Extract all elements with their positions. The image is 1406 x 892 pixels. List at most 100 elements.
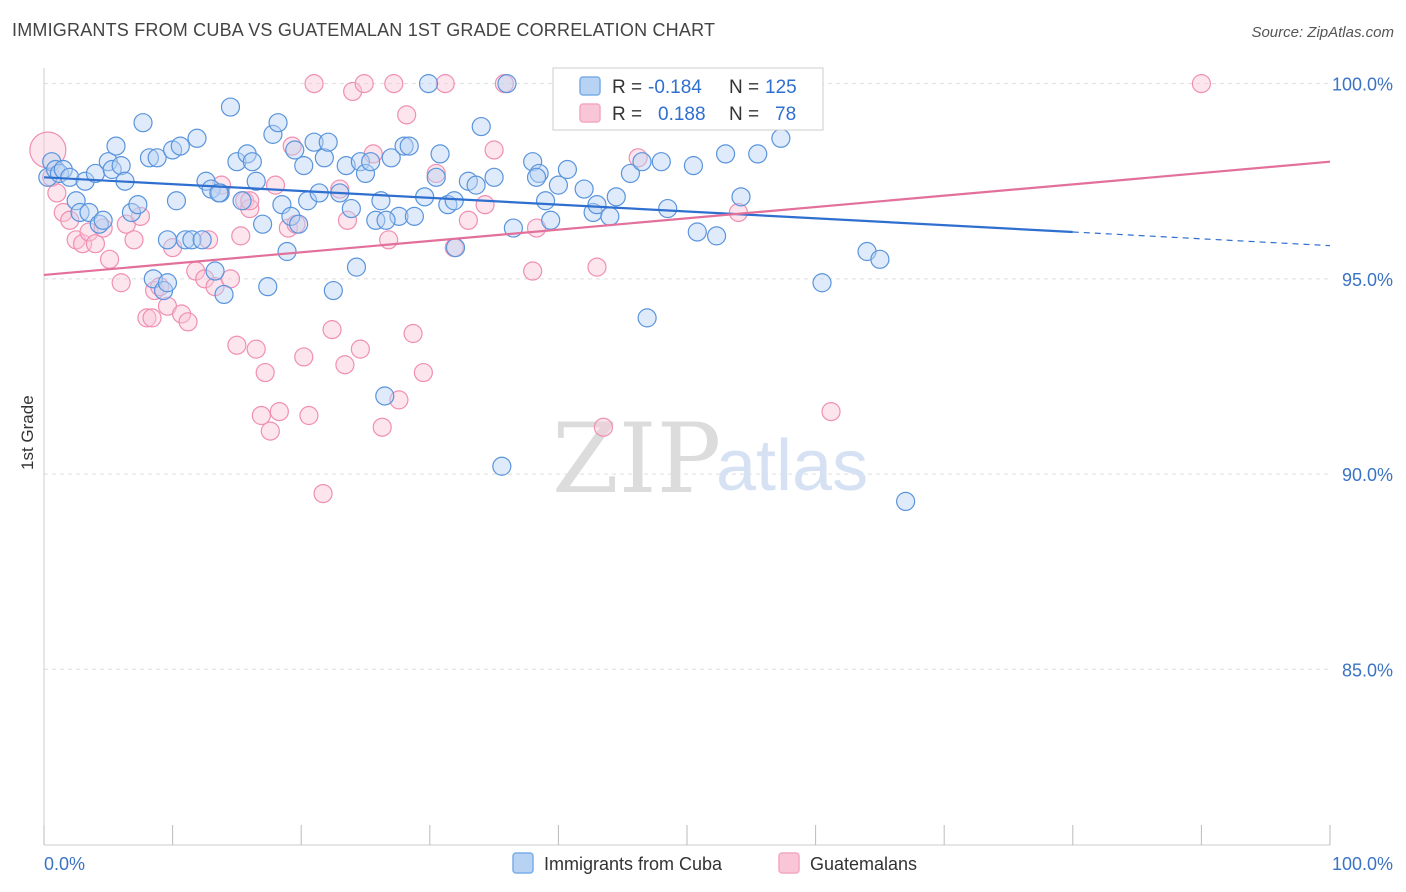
y-tick-label-0: 100.0%: [1332, 75, 1393, 95]
blue-point-98: [620, 163, 641, 184]
blue-point-64: [350, 152, 370, 172]
blue-point-23: [147, 148, 167, 168]
blue-point-109: [771, 128, 791, 148]
blue-point-59: [323, 280, 343, 301]
pink-point-7: [79, 222, 99, 242]
blue-point-102: [658, 198, 678, 219]
blue-point-80: [445, 238, 466, 258]
blue-point-18: [121, 202, 142, 223]
blue-point-65: [355, 163, 376, 184]
cuba-trend-line: [43, 176, 1073, 234]
pink-point-47: [335, 355, 355, 375]
pink-point-36: [265, 175, 286, 195]
blue-point-45: [258, 277, 278, 297]
blue-point-94: [574, 179, 594, 199]
pink-point-50: [354, 74, 374, 94]
trend-lines: [43, 160, 1331, 277]
blue-point-58: [318, 132, 338, 152]
blue-point-119: [600, 206, 620, 226]
y-tick-label-1: 95.0%: [1342, 270, 1393, 290]
x-tick-label-1: 100.0%: [1332, 854, 1393, 874]
pink-point-42: [299, 405, 319, 426]
pink-point-55: [389, 390, 409, 410]
blue-point-55: [304, 132, 324, 152]
blue-point-115: [157, 230, 178, 250]
blue-point-8: [75, 171, 95, 191]
pink-point-73: [821, 401, 841, 422]
pink-point-74: [1191, 74, 1212, 94]
blue-point-47: [268, 113, 288, 133]
blue-point-103: [683, 156, 704, 176]
blue-point-106: [715, 144, 736, 164]
blue-point-30: [182, 230, 202, 250]
pink-point-26: [211, 175, 232, 195]
blue-point-20: [133, 113, 153, 133]
pink-point-52: [372, 417, 392, 437]
blue-point-92: [548, 175, 569, 195]
blue-point-66: [361, 152, 381, 172]
blue-point-93: [557, 159, 578, 180]
blue-point-46: [263, 124, 283, 144]
pink-point-66: [523, 261, 543, 281]
blue-point-114: [526, 167, 547, 187]
pink-point-76: [142, 308, 162, 328]
cuba-points: [38, 74, 916, 512]
blue-point-37: [214, 284, 234, 305]
blue-point-31: [187, 128, 207, 148]
pink-point-8: [85, 234, 106, 254]
stats-blue-n-value: 125: [765, 77, 797, 98]
blue-point-100: [637, 308, 657, 328]
blue-point-51: [285, 140, 305, 160]
blue-point-71: [389, 206, 409, 226]
stats-blue-n-label: N =: [729, 77, 759, 98]
pink-point-21: [178, 312, 198, 332]
blue-point-83: [471, 116, 491, 137]
blue-point-99: [632, 152, 652, 172]
blue-point-84: [484, 167, 504, 187]
pink-point-44: [313, 483, 333, 504]
blue-point-44: [253, 214, 273, 234]
blue-point-38: [220, 97, 241, 117]
pink-point-49: [350, 339, 370, 359]
legend-swatch-guatemalans: [778, 852, 800, 874]
legend-label-cuba: Immigrants from Cuba: [544, 854, 723, 874]
blue-point-32: [192, 230, 212, 250]
x-tick-label-0: 0.0%: [44, 854, 85, 874]
blue-point-50: [281, 206, 301, 226]
pink-point-56: [397, 105, 417, 125]
blue-point-74: [404, 206, 424, 226]
pink-point-15: [137, 308, 157, 328]
watermark-zip: ZIP: [552, 403, 721, 515]
blue-point-101: [651, 152, 671, 172]
blue-point-40: [232, 191, 252, 211]
blue-point-117: [444, 191, 464, 211]
stats-pink-r-label: R =: [612, 104, 642, 125]
pink-point-58: [413, 362, 433, 383]
stats-blue-r-label: R =: [612, 77, 642, 98]
blue-point-67: [366, 210, 386, 230]
stats-swatch-pink: [579, 103, 601, 123]
watermark: ZIP atlas: [552, 403, 868, 515]
pink-point-75: [240, 191, 260, 211]
blue-point-90: [535, 191, 556, 211]
blue-point-86: [497, 74, 517, 94]
pink-point-28: [227, 335, 247, 355]
y-tick-label-2: 90.0%: [1342, 465, 1393, 485]
pink-point-41: [294, 347, 314, 367]
blue-point-72: [394, 136, 414, 156]
pink-point-34: [255, 362, 275, 383]
pink-point-64: [484, 140, 504, 160]
pink-point-24: [199, 230, 219, 250]
pink-point-57: [403, 323, 423, 344]
pink-point-54: [384, 74, 404, 94]
pink-point-48: [343, 81, 363, 102]
pink-point-4: [60, 210, 80, 230]
blue-point-78: [430, 144, 450, 164]
stats-blue-r-value: -0.184: [648, 77, 702, 98]
blue-point-39: [227, 152, 247, 172]
blue-point-104: [687, 222, 707, 242]
blue-point-108: [748, 144, 768, 164]
pink-point-69: [593, 417, 614, 437]
pink-point-33: [251, 405, 271, 426]
blue-point-16: [111, 156, 131, 176]
